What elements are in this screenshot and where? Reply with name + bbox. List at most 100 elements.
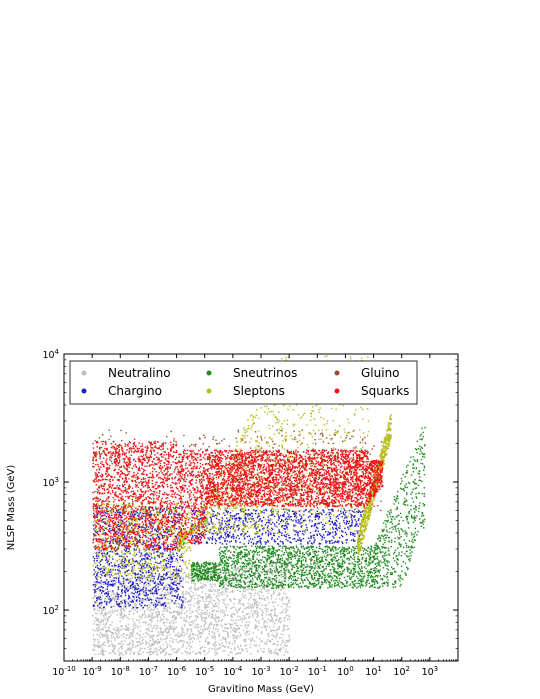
data-point xyxy=(272,584,274,586)
data-point xyxy=(338,585,341,588)
data-point xyxy=(103,590,106,592)
data-point xyxy=(151,587,153,590)
data-point xyxy=(350,497,352,500)
data-point xyxy=(157,615,159,617)
data-point xyxy=(163,579,165,581)
data-point xyxy=(296,570,298,573)
data-point xyxy=(397,547,399,549)
data-point xyxy=(278,620,280,623)
data-point xyxy=(204,436,206,439)
data-point xyxy=(296,441,299,443)
data-point xyxy=(423,505,425,507)
data-point xyxy=(336,581,339,584)
data-point xyxy=(390,573,392,576)
data-point xyxy=(251,583,254,585)
data-point xyxy=(197,597,199,600)
data-point xyxy=(236,610,238,613)
data-point xyxy=(172,594,174,596)
data-point xyxy=(381,578,384,580)
data-point xyxy=(396,561,398,564)
data-point xyxy=(120,625,122,627)
data-point xyxy=(225,547,227,549)
data-point xyxy=(169,583,172,585)
data-point xyxy=(227,569,229,571)
data-point xyxy=(313,582,316,584)
data-point xyxy=(182,643,185,645)
data-point xyxy=(120,614,122,616)
data-point xyxy=(203,620,205,622)
data-point xyxy=(107,645,110,647)
data-point xyxy=(361,570,363,572)
data-point xyxy=(128,618,130,620)
data-point xyxy=(321,583,324,585)
data-point xyxy=(158,611,160,613)
data-point xyxy=(154,650,156,652)
data-point xyxy=(240,625,242,627)
data-point xyxy=(121,439,123,442)
data-point xyxy=(114,632,117,634)
data-point xyxy=(197,634,199,636)
data-point xyxy=(111,463,113,465)
data-point xyxy=(186,632,188,634)
data-point xyxy=(286,603,288,605)
data-point xyxy=(274,614,276,616)
data-point xyxy=(189,651,191,654)
data-point xyxy=(412,471,414,473)
data-point xyxy=(127,586,129,588)
data-point xyxy=(172,648,174,650)
data-point xyxy=(273,577,275,580)
data-point xyxy=(162,596,164,598)
data-point xyxy=(292,564,294,566)
data-point xyxy=(247,588,249,591)
data-point xyxy=(361,572,363,574)
data-point xyxy=(226,565,228,567)
data-point xyxy=(181,608,184,610)
data-point xyxy=(119,604,121,606)
data-point xyxy=(265,557,267,559)
data-point xyxy=(415,487,418,489)
data-point xyxy=(209,601,211,603)
data-point xyxy=(249,549,252,552)
data-point xyxy=(341,572,343,574)
data-point xyxy=(174,580,176,582)
data-point xyxy=(223,615,225,617)
data-point xyxy=(126,649,128,652)
data-point xyxy=(226,594,229,596)
data-point xyxy=(158,604,160,606)
data-point xyxy=(363,573,365,575)
data-point xyxy=(253,562,255,564)
data-point xyxy=(214,642,216,645)
data-point xyxy=(249,604,252,606)
data-point xyxy=(349,555,352,558)
data-point xyxy=(292,586,295,589)
data-point xyxy=(201,618,203,620)
data-point xyxy=(417,484,420,487)
data-point xyxy=(268,558,271,560)
data-point xyxy=(399,576,401,578)
data-point xyxy=(148,604,151,606)
data-point xyxy=(231,616,233,618)
data-point xyxy=(149,644,151,646)
data-point xyxy=(175,603,177,605)
data-point xyxy=(278,579,280,581)
data-point xyxy=(138,615,140,617)
data-point xyxy=(311,497,313,499)
data-point xyxy=(247,564,250,566)
data-point xyxy=(405,483,408,485)
data-point xyxy=(254,431,257,433)
data-point xyxy=(227,632,229,634)
data-point xyxy=(175,611,178,613)
data-point xyxy=(210,597,213,599)
data-point xyxy=(349,474,351,476)
data-point xyxy=(180,634,182,636)
data-point xyxy=(206,571,209,574)
data-point xyxy=(235,622,237,624)
data-point xyxy=(103,634,105,637)
data-point xyxy=(381,547,383,549)
data-point xyxy=(347,557,349,559)
data-point xyxy=(183,632,185,634)
data-point xyxy=(254,601,256,604)
data-point xyxy=(406,556,409,558)
data-point xyxy=(344,461,347,463)
data-point xyxy=(306,586,309,589)
